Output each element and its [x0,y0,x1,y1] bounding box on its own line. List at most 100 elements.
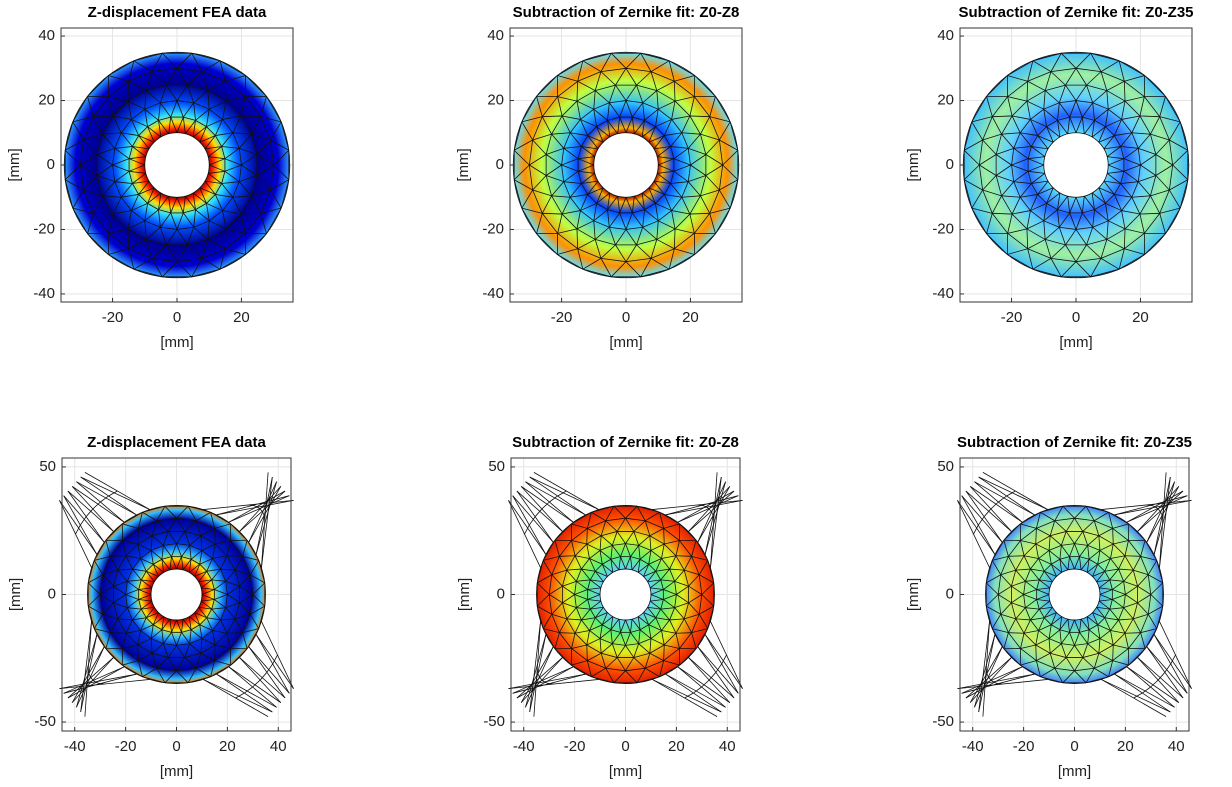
mesh-edge [530,477,599,510]
y-tick-label: 50 [39,458,56,475]
x-tick-label: 0 [1070,738,1078,755]
y-tick-label: 0 [496,156,504,173]
mesh-edge [652,500,742,509]
mesh-edge [138,645,139,661]
mesh-edge [559,556,575,557]
y-tick-label: 20 [937,91,954,108]
mesh-edge [110,556,126,557]
x-tick-label: 20 [1132,309,1149,326]
mesh-edge [957,674,1034,689]
mesh-edge [957,679,1047,688]
subplot: -40-2002040-50050Z-displacement FEA data… [7,434,294,780]
x-tick-label: -40 [513,738,535,755]
mesh-edge [521,647,553,703]
y-axis-label: [mm] [455,148,472,181]
mesh-edge [203,679,272,712]
x-axis-label: [mm] [160,763,193,780]
hole [145,133,209,197]
y-tick-label: 40 [38,27,55,44]
mesh-edge [59,679,149,688]
mesh-edge [227,633,243,634]
subplot: -20020-40-2002040Subtraction of Zernike … [905,4,1194,351]
x-tick-label: 20 [233,309,250,326]
hole [594,133,658,197]
subplot-title: Subtraction of Zernike fit: Z0-Z35 [957,434,1192,451]
mesh-edge [688,657,729,702]
y-tick-label: -40 [482,285,504,302]
mesh-edge [1036,528,1037,544]
y-tick-label: 40 [487,27,504,44]
mesh-edge [72,647,104,703]
y-axis-label: [mm] [6,148,23,181]
mesh-edge [587,645,588,661]
x-tick-label: -20 [1001,309,1023,326]
mesh-edge [59,674,136,689]
x-axis-label: [mm] [160,334,193,351]
x-tick-label: 0 [621,738,629,755]
y-tick-label: -40 [932,285,954,302]
mesh-edge [1008,633,1024,634]
mesh-edge [508,674,585,689]
mesh-edge [1125,633,1141,634]
y-axis-label: [mm] [456,578,473,611]
mesh-edge [710,621,742,688]
x-axis-label: [mm] [1059,334,1092,351]
mesh-edge [81,477,150,510]
mesh-edge [652,679,721,712]
mesh-edge [138,528,139,544]
mesh-edge [203,500,293,509]
mesh-edge [979,477,1048,510]
y-tick-label: 50 [488,458,505,475]
mesh-edge [1036,645,1037,661]
y-tick-label: 0 [946,585,954,602]
subplot: -40-2002040-50050Subtraction of Zernike … [456,434,743,780]
x-tick-label: 0 [1072,309,1080,326]
mesh-edge [665,500,742,515]
hole [1049,569,1100,620]
mesh-edge [508,679,598,688]
y-tick-label: 0 [47,156,55,173]
x-axis-label: [mm] [609,763,642,780]
x-axis-label: [mm] [609,334,642,351]
mesh-edge [110,633,126,634]
figure: -20 0 20 -40 -20 0 20 40 Z-displacement FEA data… [0,0,1232,787]
subplot-title: Z-displacement FEA data [87,434,266,451]
x-tick-label: -20 [115,738,137,755]
mesh-edge [1159,621,1191,688]
x-tick-label: -20 [1013,738,1035,755]
y-tick-label: -50 [483,713,505,730]
subplot-title: Subtraction of Zernike fit: Z0-Z8 [513,4,740,21]
x-tick-label: 40 [719,738,736,755]
y-axis-label: [mm] [905,148,922,181]
mesh-edge [1113,645,1114,661]
mesh-edge [559,633,575,634]
y-tick-label: 0 [946,156,954,173]
subplot: -40-2002040-50050Subtraction of Zernike … [905,434,1192,780]
x-tick-label: -20 [551,309,573,326]
mesh-edge [1125,556,1141,557]
y-tick-label: 40 [937,27,954,44]
mesh-edge [1101,679,1170,712]
x-tick-label: -20 [102,309,124,326]
mesh-edge [261,621,293,688]
x-tick-label: 40 [270,738,287,755]
mesh-edge [521,486,562,531]
y-axis-label: [mm] [905,578,922,611]
mesh-edge [1008,556,1024,557]
y-tick-label: -40 [33,285,55,302]
mesh-edge [249,486,281,542]
mesh-edge [508,500,540,567]
mesh-edge [216,500,293,515]
y-tick-label: -20 [33,220,55,237]
x-tick-label: -40 [962,738,984,755]
mesh-edge [676,556,692,557]
y-tick-label: 0 [497,585,505,602]
y-tick-label: 20 [38,91,55,108]
y-tick-label: -20 [932,220,954,237]
x-tick-label: -40 [64,738,86,755]
hole [600,569,651,620]
mesh-edge [1114,500,1191,515]
y-tick-label: -50 [932,713,954,730]
x-tick-label: -20 [564,738,586,755]
